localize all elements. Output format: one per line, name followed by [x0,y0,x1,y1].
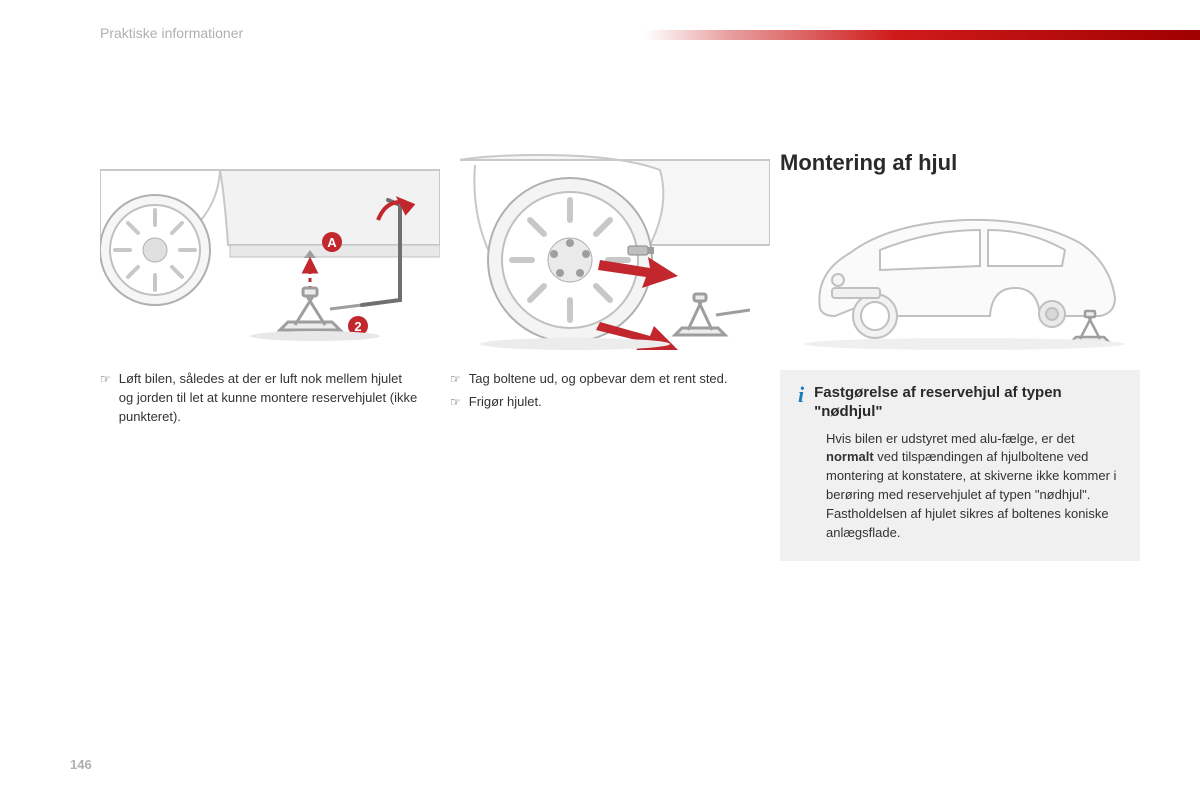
column-1: A [100,150,440,561]
info-body-pre: Hvis bilen er udstyret med alu-fælge, er… [826,431,1075,446]
info-box: i Fastgørelse af reservehjul af typen "n… [780,370,1140,561]
caption-1-text: Løft bilen, således at der er luft nok m… [119,370,420,427]
page-number: 146 [70,757,92,772]
caption-2: ☞ Tag boltene ud, og opbevar dem et rent… [450,370,770,416]
header-accent-bar [645,30,1200,40]
info-body-bold: normalt [826,449,874,464]
caption-1: ☞ Løft bilen, således at der er luft nok… [100,370,440,431]
bullet-symbol: ☞ [450,371,461,389]
bullet-symbol: ☞ [450,394,461,412]
svg-text:2: 2 [354,319,361,334]
info-body: Hvis bilen er udstyret med alu-fælge, er… [826,430,1122,543]
illustration-remove-bolts [450,150,770,350]
column-3: Montering af hjul [780,150,1140,561]
heading-montering: Montering af hjul [780,150,1140,176]
caption-2b-text: Frigør hjulet. [469,393,542,412]
content-grid: A [100,150,1140,561]
section-label: Praktiske informationer [100,25,243,41]
caption-2a-text: Tag boltene ud, og opbevar dem et rent s… [469,370,728,389]
svg-text:A: A [327,235,337,250]
info-icon: i [798,384,804,406]
column-2: ☞ Tag boltene ud, og opbevar dem et rent… [450,150,770,561]
illustration-jack-lift: A [100,150,440,350]
bullet-symbol: ☞ [100,371,111,427]
illustration-car-mount [780,188,1140,358]
info-title: Fastgørelse af reservehjul af typen "nød… [814,384,1122,422]
